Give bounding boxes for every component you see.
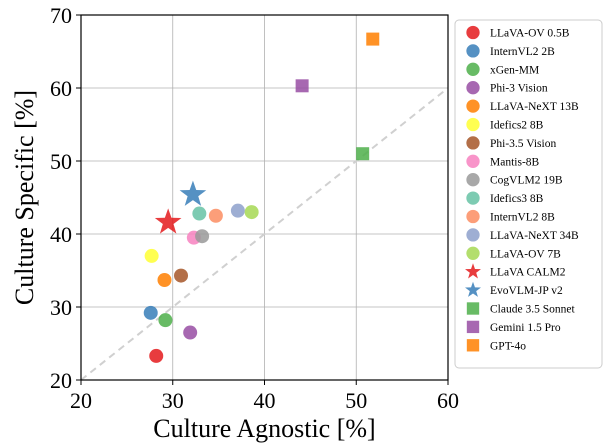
legend-entry-label: Idefics3 8B <box>490 193 544 205</box>
legend-entry-label: GPT-4o <box>490 340 526 352</box>
legend-entry-label: CogVLM2 19B <box>490 175 563 187</box>
legend-entry-label: LLaVA-NeXT 13B <box>490 101 579 113</box>
legend-marker <box>466 339 480 352</box>
legend-marker <box>466 81 480 95</box>
square-marker <box>366 32 380 46</box>
diagonal-reference-line <box>80 87 449 381</box>
circle-marker <box>174 268 189 283</box>
legend-entry-label: Phi-3 Vision <box>490 83 548 95</box>
legend-entry-label: LLaVA-OV 7B <box>490 248 561 260</box>
circle-marker <box>149 348 164 363</box>
x-tick-label: 20 <box>70 388 92 413</box>
x-tick-label: 60 <box>437 388 459 413</box>
legend-entry-label: xGen-MM <box>490 64 539 76</box>
legend-marker <box>466 117 480 132</box>
data-points <box>143 32 380 363</box>
grid-lines <box>80 14 449 381</box>
legend-box <box>454 19 603 369</box>
circle-marker <box>244 205 259 220</box>
circle-marker <box>230 203 245 218</box>
legend-marker <box>466 99 480 113</box>
legend-marker <box>466 44 480 58</box>
star-marker <box>179 180 207 206</box>
y-tick-label: 40 <box>50 222 72 247</box>
x-tick-label: 40 <box>254 388 276 413</box>
legend-entry-label: LLaVA CALM2 <box>490 267 566 279</box>
star-marker <box>154 208 182 234</box>
circle-marker <box>195 229 210 244</box>
y-tick-label: 30 <box>50 295 72 320</box>
legend-marker <box>465 263 481 279</box>
legend-marker <box>466 136 480 150</box>
y-tick-label: 20 <box>50 368 72 393</box>
legend-marker <box>466 62 480 76</box>
square-marker <box>295 79 309 93</box>
square-marker <box>356 147 370 161</box>
circle-marker <box>144 248 159 263</box>
x-tick-label: 50 <box>345 388 367 413</box>
x-axis-label: Culture Agnostic [%] <box>153 414 375 443</box>
circle-marker <box>157 272 172 287</box>
circle-marker <box>143 305 158 320</box>
legend-marker <box>466 209 480 224</box>
legend: LLaVA-OV 0.5B InternVL2 2B xGen-MM Phi-3 Vi… <box>454 19 603 369</box>
legend-entry-label: InternVL2 2B <box>490 46 555 58</box>
legend-marker <box>466 154 480 168</box>
y-tick-label: 60 <box>50 76 72 101</box>
x-tick-label: 30 <box>162 388 184 413</box>
circle-marker <box>208 208 223 223</box>
legend-entry-label: LLaVA-NeXT 34B <box>490 230 579 242</box>
y-tick-label: 70 <box>50 3 72 28</box>
legend-entry-label: Idefics2 8B <box>490 120 544 132</box>
legend-marker <box>466 228 480 242</box>
y-axis-label: Culture Specific [%] <box>10 90 39 305</box>
legend-entry-label: Phi-3.5 Vision <box>490 138 556 150</box>
circle-marker <box>158 313 173 328</box>
legend-marker <box>465 281 481 297</box>
legend-entry-label: Claude 3.5 Sonnet <box>490 304 575 316</box>
circle-marker <box>183 325 198 340</box>
legend-entry-label: InternVL2 8B <box>490 212 555 224</box>
legend-marker <box>466 246 480 260</box>
legend-entry-label: Mantis-8B <box>490 156 540 168</box>
legend-marker <box>466 173 480 187</box>
axis-ticks: 20 30 40 50 60 20 30 40 50 60 70 <box>50 3 459 413</box>
legend-marker <box>466 191 480 205</box>
y-tick-label: 50 <box>50 149 72 174</box>
legend-entry-label: EvoVLM-JP v2 <box>490 285 563 297</box>
legend-marker <box>466 320 480 334</box>
legend-entry-label: LLaVA-OV 0.5B <box>490 28 570 40</box>
legend-entry-label: Gemini 1.5 Pro <box>490 322 561 334</box>
circle-marker <box>192 206 207 221</box>
legend-marker <box>466 302 480 315</box>
legend-marker <box>466 25 480 40</box>
